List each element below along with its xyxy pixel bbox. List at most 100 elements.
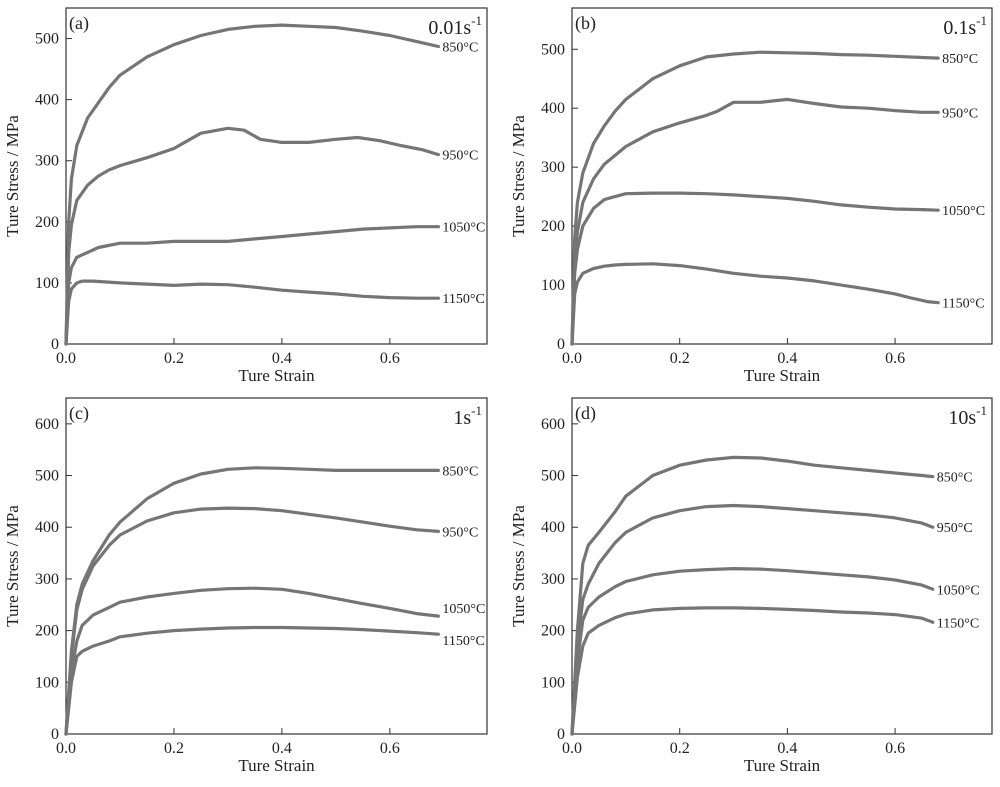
chart-panel-b: 0.00.20.40.60100200300400500Ture StrainT… xyxy=(509,8,992,385)
strain-rate-label: 10s-1 xyxy=(948,403,987,429)
y-tick-label: 300 xyxy=(35,153,59,170)
y-tick-label: 0 xyxy=(51,336,59,353)
strain-rate-value: 0.01s xyxy=(428,17,471,39)
x-tick-label: 0.6 xyxy=(380,740,400,757)
x-tick-label: 0.0 xyxy=(56,740,76,757)
strain-rate-value: 10s xyxy=(948,407,976,429)
series-line xyxy=(66,628,438,735)
y-tick-label: 200 xyxy=(541,218,565,235)
x-tick-label: 0.4 xyxy=(777,740,797,757)
series-label: 1050°C xyxy=(442,602,485,617)
y-tick-label: 300 xyxy=(541,571,565,588)
strain-rate-value: 1s xyxy=(453,407,471,429)
y-tick-label: 200 xyxy=(35,214,59,231)
strain-rate-label: 0.1s-1 xyxy=(943,13,987,39)
series-label: 950°C xyxy=(442,149,478,164)
panel-label: (a) xyxy=(69,13,89,34)
y-tick-label: 500 xyxy=(35,31,59,48)
x-tick-label: 0.0 xyxy=(562,350,582,367)
strain-rate-value: 0.1s xyxy=(943,17,976,39)
series-line xyxy=(572,506,933,735)
x-tick-label: 0.6 xyxy=(380,350,400,367)
series-line xyxy=(572,569,933,734)
y-tick-label: 500 xyxy=(541,468,565,485)
series-label: 1150°C xyxy=(442,292,484,307)
series-label: 950°C xyxy=(442,525,478,540)
plot-frame xyxy=(572,398,992,734)
series-line xyxy=(66,508,438,734)
y-tick-label: 200 xyxy=(35,623,59,640)
y-tick-label: 100 xyxy=(35,275,59,292)
y-tick-label: 400 xyxy=(541,100,565,117)
series-label: 1150°C xyxy=(937,616,979,631)
series-label: 1050°C xyxy=(942,204,985,219)
plot-frame xyxy=(66,398,487,734)
x-axis-title: Ture Strain xyxy=(238,366,315,385)
series-line xyxy=(572,99,938,344)
y-tick-label: 300 xyxy=(541,159,565,176)
series-label: 1050°C xyxy=(442,221,485,236)
x-tick-label: 0.2 xyxy=(164,740,184,757)
x-tick-label: 0.6 xyxy=(885,740,905,757)
x-tick-label: 0.4 xyxy=(777,350,797,367)
strain-rate-label: 1s-1 xyxy=(453,403,482,429)
y-tick-label: 100 xyxy=(541,277,565,294)
series-line xyxy=(66,281,438,344)
x-tick-label: 0.4 xyxy=(272,350,292,367)
y-tick-label: 0 xyxy=(557,726,565,743)
x-axis-title: Ture Strain xyxy=(744,756,821,775)
series-label: 950°C xyxy=(942,106,978,121)
x-tick-label: 0.0 xyxy=(562,740,582,757)
y-tick-label: 0 xyxy=(51,726,59,743)
series-line xyxy=(572,457,933,734)
series-label: 850°C xyxy=(442,40,478,55)
strain-rate-exponent: -1 xyxy=(471,13,482,28)
x-tick-label: 0.2 xyxy=(164,350,184,367)
series-label: 850°C xyxy=(942,52,978,67)
series-label: 1150°C xyxy=(442,634,484,649)
series-label: 950°C xyxy=(937,521,973,536)
chart-panel-c: 0.0 0.2 0.4 0.6 0 100 200 300 400 500 600 Ture Stra… xyxy=(3,398,487,775)
panel-label: (d) xyxy=(575,403,596,424)
y-tick-label: 200 xyxy=(541,623,565,640)
series-line xyxy=(572,52,938,344)
series-line xyxy=(572,264,938,344)
chart-panel-d: 0.0 0.2 0.4 0.6 0 100 200 300 400 500 600 Ture Stra… xyxy=(509,398,992,775)
strain-rate-label: 0.01s-1 xyxy=(428,13,482,39)
series-line xyxy=(572,193,938,344)
y-axis-title: Ture Stress / MPa xyxy=(509,115,528,237)
panel-label: (b) xyxy=(575,13,596,34)
y-tick-label: 600 xyxy=(541,416,565,433)
chart-panel-a: 0.0 0.2 0.4 0.6 0 100 200 300 400 500 Ture Strain T… xyxy=(3,8,487,385)
x-tick-label: 0.2 xyxy=(670,740,690,757)
strain-rate-exponent: -1 xyxy=(976,13,987,28)
series-label: 850°C xyxy=(937,471,973,486)
y-axis-title: Ture Stress / MPa xyxy=(509,505,528,627)
y-axis-title: Ture Stress / MPa xyxy=(3,505,22,627)
y-tick-label: 400 xyxy=(35,92,59,109)
series-label: 1050°C xyxy=(937,583,980,598)
strain-rate-exponent: -1 xyxy=(976,403,987,418)
y-tick-label: 300 xyxy=(35,571,59,588)
y-tick-label: 400 xyxy=(541,519,565,536)
y-tick-label: 500 xyxy=(541,41,565,58)
series-line xyxy=(572,608,933,734)
y-axis-title: Ture Stress / MPa xyxy=(3,115,22,237)
y-tick-label: 400 xyxy=(35,519,59,536)
panel-label: (c) xyxy=(69,403,89,424)
y-tick-label: 500 xyxy=(35,468,59,485)
x-tick-label: 0.0 xyxy=(56,350,76,367)
plot-frame xyxy=(66,8,487,344)
series-label: 850°C xyxy=(442,464,478,479)
x-tick-label: 0.2 xyxy=(670,350,690,367)
x-tick-label: 0.4 xyxy=(272,740,292,757)
strain-rate-exponent: -1 xyxy=(471,403,482,418)
y-tick-label: 600 xyxy=(35,416,59,433)
series-line xyxy=(66,128,438,344)
x-axis-title: Ture Strain xyxy=(238,756,315,775)
x-tick-label: 0.6 xyxy=(885,350,905,367)
y-tick-label: 100 xyxy=(35,674,59,691)
series-label: 1150°C xyxy=(942,297,984,312)
y-tick-label: 100 xyxy=(541,674,565,691)
